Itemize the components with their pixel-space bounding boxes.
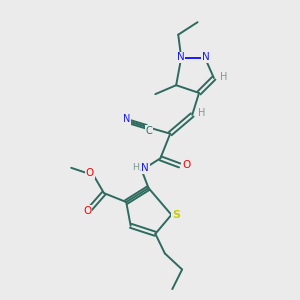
Text: N: N: [141, 163, 149, 173]
Text: N: N: [122, 114, 130, 124]
Text: H: H: [132, 163, 139, 172]
Text: N: N: [202, 52, 209, 62]
Text: O: O: [182, 160, 190, 170]
Text: H: H: [198, 108, 206, 118]
Text: N: N: [177, 52, 184, 62]
Text: C: C: [146, 126, 152, 136]
Text: S: S: [172, 210, 180, 220]
Text: H: H: [220, 72, 227, 82]
Text: O: O: [86, 168, 94, 178]
Text: O: O: [83, 206, 92, 216]
